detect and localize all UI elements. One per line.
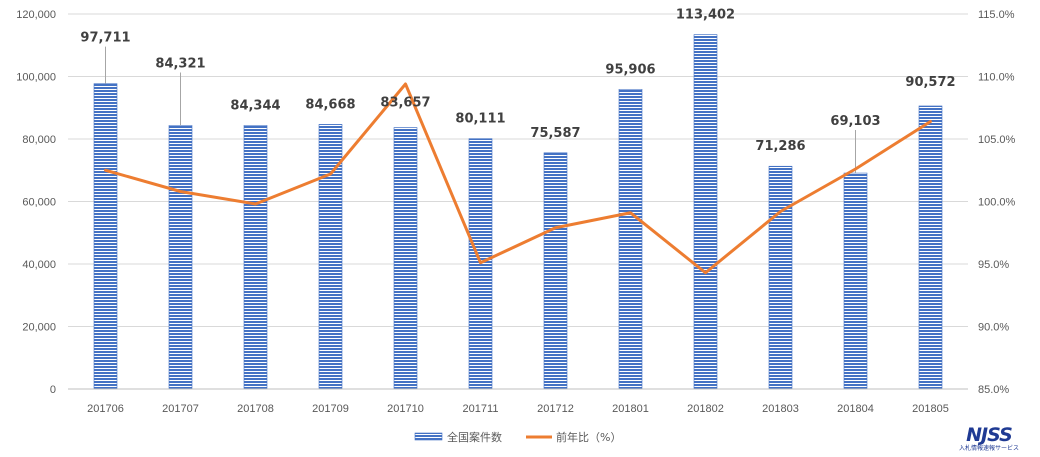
data-label: 84,668 bbox=[305, 97, 355, 112]
data-label: 83,657 bbox=[380, 96, 430, 111]
logo-main: NJSS bbox=[966, 424, 1013, 446]
legend-bar-swatch bbox=[414, 432, 443, 441]
data-label: 97,711 bbox=[80, 31, 130, 46]
left-tick-label: 20,000 bbox=[22, 322, 56, 334]
leader-lines bbox=[105, 46, 856, 174]
njss-logo: NJSS 入札情報速報サービス bbox=[956, 425, 1022, 453]
data-label: 80,111 bbox=[455, 112, 505, 127]
x-tick-label: 201802 bbox=[687, 403, 724, 415]
bar bbox=[243, 125, 268, 390]
data-label: 95,906 bbox=[605, 62, 655, 77]
bar bbox=[918, 105, 943, 390]
left-tick-label: 80,000 bbox=[22, 134, 56, 146]
bar bbox=[168, 125, 193, 390]
x-tick-label: 201708 bbox=[237, 403, 274, 415]
x-tick-label: 201710 bbox=[387, 403, 424, 415]
right-tick-label: 100.0% bbox=[978, 197, 1016, 209]
x-tick-label: 201801 bbox=[612, 403, 649, 415]
right-tick-label: 115.0% bbox=[978, 9, 1015, 21]
x-tick-label: 201712 bbox=[537, 403, 574, 415]
x-tick-label: 201706 bbox=[87, 403, 124, 415]
bar bbox=[618, 88, 643, 390]
left-tick-label: 100,000 bbox=[16, 72, 56, 84]
data-label: 90,572 bbox=[905, 75, 955, 90]
data-label: 71,286 bbox=[755, 139, 805, 154]
right-tick-label: 90.0% bbox=[978, 322, 1009, 334]
gridlines bbox=[68, 13, 968, 390]
legend-bar-label: 全国案件数 bbox=[447, 430, 502, 444]
bar-series bbox=[93, 34, 943, 390]
bar bbox=[693, 34, 718, 390]
yoy-line bbox=[104, 82, 932, 275]
line-series bbox=[104, 82, 932, 275]
x-axis: 201706 201707 201708 201709 201710 201711 2017… bbox=[68, 388, 968, 415]
left-tick-label: 120,000 bbox=[16, 9, 56, 21]
bar bbox=[768, 165, 793, 390]
x-tick-label: 201707 bbox=[162, 403, 199, 415]
data-label: 69,103 bbox=[830, 114, 880, 129]
x-tick-label: 201711 bbox=[463, 403, 499, 415]
data-label: 113,402 bbox=[676, 8, 735, 23]
right-tick-label: 110.0% bbox=[978, 72, 1015, 84]
right-tick-label: 85.0% bbox=[978, 384, 1009, 396]
legend-line-label: 前年比（%） bbox=[556, 430, 621, 444]
data-label: 75,587 bbox=[530, 126, 580, 141]
bar bbox=[393, 127, 418, 390]
right-y-axis: 85.0% 90.0% 95.0% 100.0% 105.0% 110.0% 115.0% bbox=[978, 9, 1016, 396]
left-y-axis: 0 20,000 40,000 60,000 80,000 100,000 120,000 bbox=[16, 9, 56, 396]
bar bbox=[543, 152, 568, 390]
x-tick-label: 201803 bbox=[762, 403, 799, 415]
logo-subtitle: 入札情報速報サービス bbox=[958, 445, 1019, 452]
data-label: 84,321 bbox=[155, 56, 205, 71]
right-tick-label: 105.0% bbox=[978, 134, 1016, 146]
legend: 全国案件数 前年比（%） bbox=[414, 430, 621, 444]
x-tick-label: 201805 bbox=[912, 403, 949, 415]
data-label: 84,344 bbox=[230, 98, 280, 113]
left-tick-label: 60,000 bbox=[22, 197, 56, 209]
x-tick-label: 201804 bbox=[837, 403, 874, 415]
left-tick-label: 40,000 bbox=[22, 259, 56, 271]
bar bbox=[843, 172, 868, 390]
left-tick-label: 0 bbox=[50, 384, 56, 396]
x-tick-label: 201709 bbox=[312, 403, 349, 415]
data-labels: 97,711 84,321 84,344 84,668 83,657 80,111 75,5… bbox=[80, 8, 955, 155]
right-tick-label: 95.0% bbox=[978, 259, 1009, 271]
bar bbox=[93, 83, 118, 390]
